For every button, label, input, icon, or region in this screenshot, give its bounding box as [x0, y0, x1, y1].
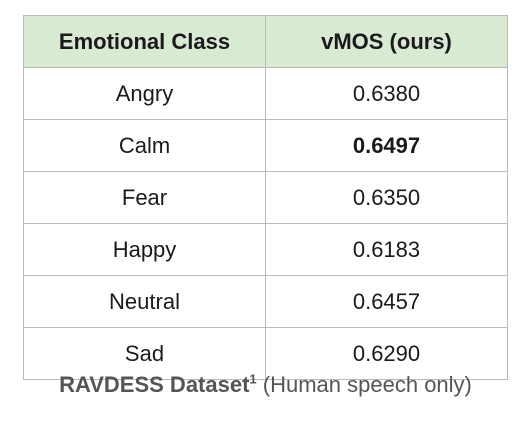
emotion-cell: Happy [23, 223, 266, 276]
caption-dataset-name: RAVDESS Dataset1 [59, 372, 257, 397]
emotion-cell: Sad [23, 327, 266, 380]
table-caption: RAVDESS Dataset1 (Human speech only) [0, 372, 531, 398]
table-row: Fear 0.6350 [23, 171, 508, 224]
table-row: Neutral 0.6457 [23, 275, 508, 328]
header-vmos: vMOS (ours) [265, 15, 508, 68]
table-row: Angry 0.6380 [23, 67, 508, 120]
vmos-cell: 0.6183 [265, 223, 508, 276]
vmos-cell: 0.6380 [265, 67, 508, 120]
caption-note: (Human speech only) [262, 372, 472, 397]
vmos-cell: 0.6457 [265, 275, 508, 328]
caption-dataset-text: RAVDESS Dataset [59, 372, 250, 397]
vmos-cell: 0.6290 [265, 327, 508, 380]
results-table-container: Emotional Class vMOS (ours) Angry 0.6380… [23, 15, 508, 380]
vmos-cell: 0.6350 [265, 171, 508, 224]
emotion-cell: Fear [23, 171, 266, 224]
table-header-row: Emotional Class vMOS (ours) [23, 15, 508, 68]
emotion-cell: Calm [23, 119, 266, 172]
emotion-cell: Neutral [23, 275, 266, 328]
header-emotional-class: Emotional Class [23, 15, 266, 68]
vmos-cell-best: 0.6497 [265, 119, 508, 172]
caption-footnote-mark: 1 [249, 371, 257, 387]
table-row: Calm 0.6497 [23, 119, 508, 172]
results-table: Emotional Class vMOS (ours) Angry 0.6380… [23, 15, 508, 380]
emotion-cell: Angry [23, 67, 266, 120]
table-row: Happy 0.6183 [23, 223, 508, 276]
table-row: Sad 0.6290 [23, 327, 508, 380]
